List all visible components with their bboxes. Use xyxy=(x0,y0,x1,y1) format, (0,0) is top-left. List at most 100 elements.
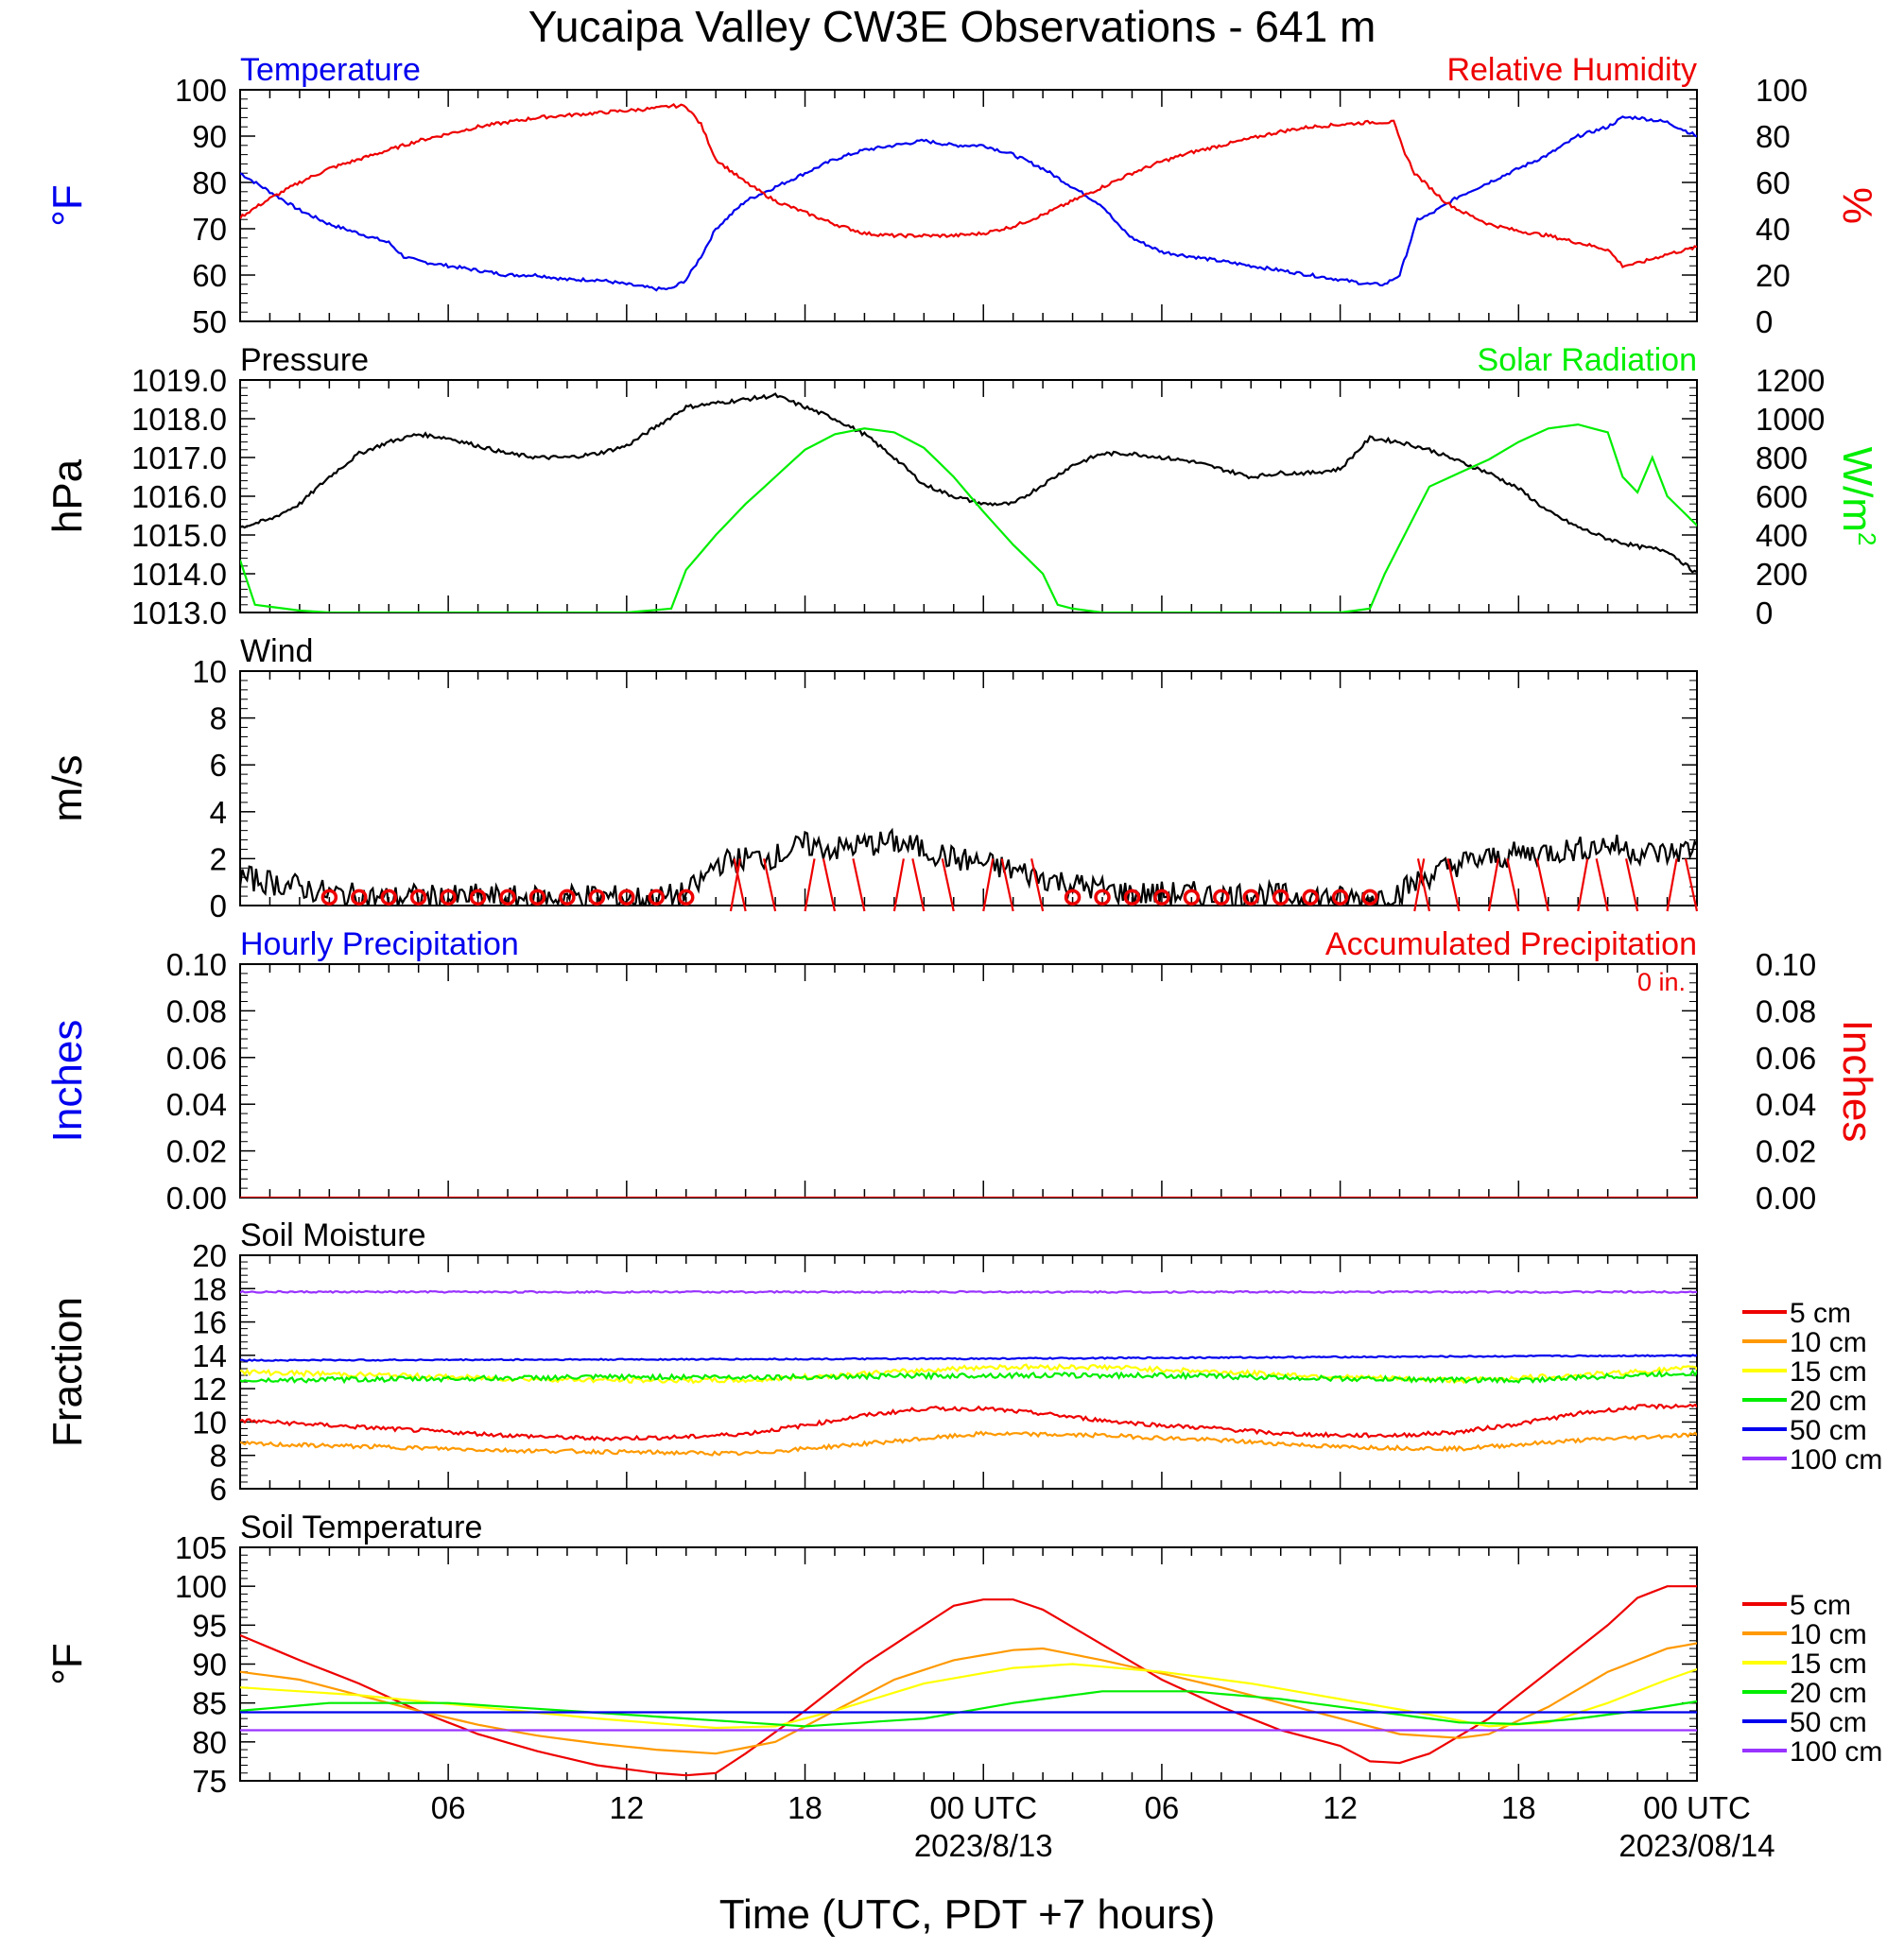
y-left-tick-label: 18 xyxy=(192,1271,227,1306)
wind-barb xyxy=(763,858,777,912)
wind-barb xyxy=(804,858,816,912)
y-left-tick-label: 1014.0 xyxy=(131,557,227,592)
calm-wind-marker xyxy=(528,889,546,906)
panel-3: 0 2 4 6 8 10 Wind m/s xyxy=(44,633,1699,923)
y-right-tick-label: 0 xyxy=(1756,595,1773,630)
y-left-tick-label: 0.08 xyxy=(166,993,227,1028)
x-tick-label: 18 xyxy=(788,1790,822,1825)
x-tick-label: 00 UTC xyxy=(929,1790,1037,1825)
series-line-5-cm xyxy=(240,1403,1697,1442)
y-left-tick-label: 95 xyxy=(192,1608,227,1643)
calm-wind-marker xyxy=(648,889,666,906)
y-left-tick-label: 85 xyxy=(192,1686,227,1721)
x-tick-label: 18 xyxy=(1501,1790,1536,1825)
panel-title-left: Soil Moisture xyxy=(240,1217,426,1253)
y-left-axis-label: hPa xyxy=(44,458,91,533)
y-right-tick-label: 80 xyxy=(1756,119,1791,154)
y-right-tick-label: 0.02 xyxy=(1756,1134,1816,1169)
y-left-tick-label: 90 xyxy=(192,1648,227,1683)
x-date-label: 2023/08/14 xyxy=(1618,1828,1774,1863)
legend-label: 20 cm xyxy=(1790,1678,1867,1709)
wind-barb xyxy=(1625,858,1639,912)
panel-1: 50 60 70 80 90 100 0 20 40 60 80 100 Temperature Rela… xyxy=(44,52,1880,339)
y-left-tick-label: 80 xyxy=(192,165,227,200)
y-left-tick-label: 100 xyxy=(175,1569,227,1604)
calm-wind-marker xyxy=(1094,889,1111,906)
wind-barb xyxy=(1416,858,1431,912)
legend-label: 15 cm xyxy=(1790,1648,1867,1680)
y-right-tick-label: 600 xyxy=(1756,479,1808,514)
panel-title-left: Temperature xyxy=(240,52,421,88)
series-line-5-cm xyxy=(240,1585,1697,1777)
x-axis-label: Time (UTC, PDT +7 hours) xyxy=(719,1891,1215,1938)
y-left-tick-label: 70 xyxy=(192,212,227,247)
y-right-axis-label: % xyxy=(1834,187,1880,224)
y-right-tick-label: 0.04 xyxy=(1756,1087,1816,1122)
wind-barb xyxy=(733,858,747,912)
y-left-tick-label: 14 xyxy=(192,1338,227,1373)
y-right-tick-label: 100 xyxy=(1756,73,1808,108)
panel-annotation: 0 in. xyxy=(1637,968,1686,996)
y-left-tick-label: 80 xyxy=(192,1725,227,1760)
calm-wind-marker xyxy=(559,889,576,906)
y-left-tick-label: 0.00 xyxy=(166,1181,227,1216)
panel-title-left: Hourly Precipitation xyxy=(240,926,519,962)
wind-barb xyxy=(1666,858,1678,912)
series-line-1 xyxy=(240,423,1697,613)
calm-wind-marker xyxy=(320,889,338,906)
y-left-tick-label: 0 xyxy=(210,889,227,923)
y-right-tick-label: 40 xyxy=(1756,212,1791,247)
y-left-tick-label: 0.04 xyxy=(166,1087,227,1122)
wind-barb xyxy=(911,858,926,912)
y-right-tick-label: 0.08 xyxy=(1756,993,1816,1028)
series-line-0 xyxy=(240,115,1697,292)
y-left-tick-label: 6 xyxy=(210,748,227,783)
series-line-20-cm xyxy=(240,1690,1697,1728)
series-line-50-cm xyxy=(240,1354,1697,1362)
y-left-tick-label: 6 xyxy=(210,1472,227,1507)
legend-label: 50 cm xyxy=(1790,1415,1867,1446)
wind-barb xyxy=(1595,858,1609,912)
y-right-tick-label: 60 xyxy=(1756,165,1791,200)
series-line-1 xyxy=(240,103,1697,268)
y-left-tick-label: 100 xyxy=(175,73,227,108)
y-right-axis-label: W/m2 xyxy=(1834,447,1881,546)
wind-barb xyxy=(1684,858,1699,912)
series-line-100-cm xyxy=(240,1289,1697,1294)
calm-wind-marker xyxy=(351,889,368,906)
panel-title-left: Wind xyxy=(240,633,313,669)
wind-barb xyxy=(941,858,955,912)
x-tick-label: 06 xyxy=(431,1790,466,1825)
y-left-tick-label: 0.06 xyxy=(166,1041,227,1076)
legend-label: 15 cm xyxy=(1790,1356,1867,1388)
y-left-tick-label: 10 xyxy=(192,654,227,689)
calm-wind-marker xyxy=(469,889,487,906)
calm-wind-marker xyxy=(1331,889,1349,906)
calm-wind-marker xyxy=(618,889,635,906)
y-right-tick-label: 800 xyxy=(1756,440,1808,475)
calm-wind-marker xyxy=(1064,889,1082,906)
y-left-tick-label: 0.02 xyxy=(166,1134,227,1169)
series-line-20-cm xyxy=(240,1369,1697,1385)
x-tick-label: 12 xyxy=(1323,1790,1358,1825)
y-right-tick-label: 0 xyxy=(1756,304,1773,339)
y-right-tick-label: 20 xyxy=(1756,258,1791,293)
page-title: Yucaipa Valley CW3E Observations - 641 m xyxy=(528,2,1376,51)
legend-label: 5 cm xyxy=(1790,1590,1851,1621)
wind-barb xyxy=(729,858,741,912)
y-left-tick-label: 0.10 xyxy=(166,947,227,982)
y-right-tick-label: 0.06 xyxy=(1756,1041,1816,1076)
calm-wind-marker xyxy=(1361,889,1378,906)
y-left-tick-label: 2 xyxy=(210,841,227,876)
x-tick-label: 12 xyxy=(609,1790,644,1825)
legend-label: 100 cm xyxy=(1790,1736,1882,1768)
series-line-10-cm xyxy=(240,1430,1697,1457)
y-left-tick-label: 1015.0 xyxy=(131,518,227,553)
x-tick-label: 00 UTC xyxy=(1643,1790,1751,1825)
y-left-tick-label: 1013.0 xyxy=(131,595,227,630)
